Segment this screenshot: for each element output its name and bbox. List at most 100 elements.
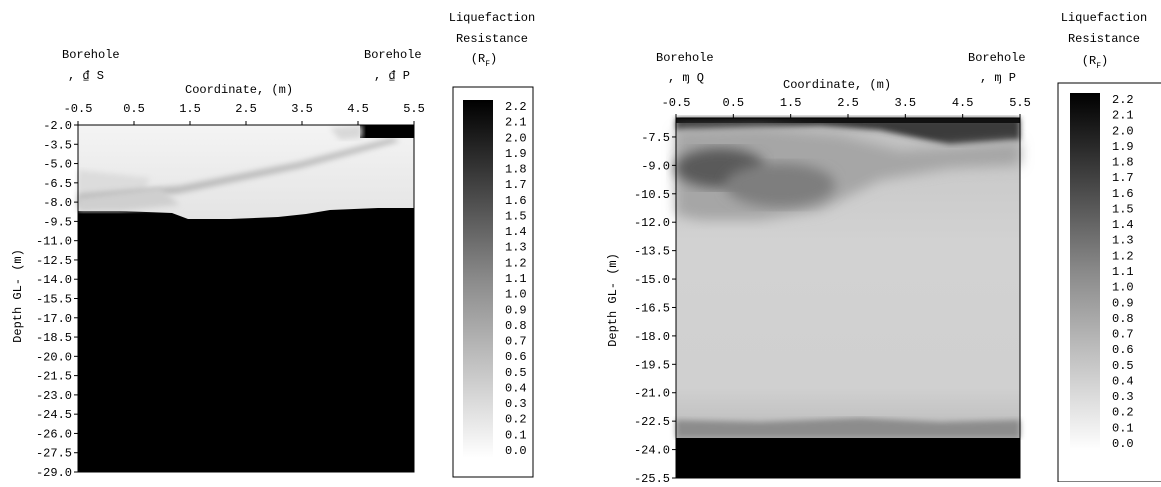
y-tick-label: -25.5 <box>634 472 670 482</box>
region-grey-lower-left <box>78 188 180 211</box>
region-transition-right <box>330 125 362 140</box>
x-tick-label: 3.5 <box>895 96 917 110</box>
colorbar-tick-label: 1.6 <box>1112 187 1134 201</box>
colorbar-frame <box>452 86 534 478</box>
colorbar-tick-label: 0.3 <box>1112 390 1134 404</box>
colorbar-tick-label: 0.4 <box>505 381 527 395</box>
colorbar-ticks: 2.22.12.01.91.81.71.61.51.41.31.21.11.00… <box>1112 93 1134 451</box>
colorbar-tick-label: 1.0 <box>505 288 527 302</box>
colorbar-tick-label: 1.7 <box>505 178 527 192</box>
colorbar-tick-label: 0.1 <box>505 428 527 442</box>
colorbar-tick-label: 0.7 <box>1112 328 1134 342</box>
y-tick-label: -10.5 <box>634 188 670 202</box>
y-tick-label: -12.0 <box>634 216 670 230</box>
colorbar-tick-label: 0.5 <box>1112 359 1134 373</box>
colorbar-tick-label: 0.9 <box>505 303 527 317</box>
colorbar-tick-label: 2.0 <box>1112 124 1134 138</box>
colorbar-tick-label: 2.2 <box>505 100 527 114</box>
colorbar-gradient <box>463 100 493 458</box>
colorbar-tick-label: 0.6 <box>1112 343 1134 357</box>
borehole-left-id: , ɱ Q <box>668 71 704 85</box>
y-tick-label: -23.0 <box>36 389 72 403</box>
colorbar-tick-label: 1.1 <box>505 272 527 286</box>
x-tick-label: 5.5 <box>403 102 425 116</box>
y-tick-label: -8.0 <box>43 196 72 210</box>
colorbar-tick-label: 0.0 <box>505 444 527 458</box>
colorbar-tick-label: 1.6 <box>505 194 527 208</box>
x-tick-label: 0.5 <box>123 102 145 116</box>
axes: -0.5 0.5 1.5 2.5 3.5 4.5 5.5 -7.5 -9.0 -10.5 -12.0… <box>634 96 1031 486</box>
x-tick-label: -0.5 <box>662 96 691 110</box>
y-tick-label: -22.5 <box>634 415 670 429</box>
y-tick-label: -5.0 <box>43 158 72 172</box>
colorbar-tick-label: 0.5 <box>505 366 527 380</box>
y-tick-label: -21.0 <box>634 387 670 401</box>
y-tick-label: -20.0 <box>36 350 72 364</box>
y-tick-label: -14.0 <box>36 273 72 287</box>
colorbar-tick-label: 0.7 <box>505 335 527 349</box>
colorbar-title-line2: Resistance <box>1068 32 1140 46</box>
y-tick-label: -9.5 <box>43 215 72 229</box>
colorbar-title-line1: Liquefaction <box>449 11 535 25</box>
borehole-left-id: , ₫ S <box>68 69 104 83</box>
x-axis-label: Coordinate, (m) <box>185 83 293 97</box>
colorbar-tick-label: 0.9 <box>1112 296 1134 310</box>
colorbar-tick-label: 1.2 <box>505 256 527 270</box>
colorbar-symbol: (RF) <box>1082 54 1108 71</box>
y-tick-label: -3.5 <box>43 138 72 152</box>
y-axis-label: Depth GL- (m) <box>11 249 25 343</box>
region-dense-bottom <box>676 438 1020 478</box>
borehole-right-title: Borehole <box>364 48 422 62</box>
colorbar-tick-label: 1.9 <box>1112 140 1134 154</box>
x-tick-label: -0.5 <box>64 102 93 116</box>
colorbar-tick-label: 0.2 <box>505 413 527 427</box>
x-tick-label: 2.5 <box>235 102 257 116</box>
panel-2: Borehole , ɱ Q Borehole , ɱ P Coordinate… <box>606 11 1161 486</box>
colorbar-tick-label: 2.0 <box>505 131 527 145</box>
y-tick-label: -13.5 <box>634 245 670 259</box>
borehole-left-title: Borehole <box>656 51 714 65</box>
region-lower-transition <box>676 418 1020 438</box>
y-tick-label: -29.0 <box>36 466 72 480</box>
borehole-right-title: Borehole <box>968 51 1026 65</box>
colorbar-tick-label: 1.7 <box>1112 171 1134 185</box>
region-dark-blob-2 <box>725 163 835 207</box>
colorbar-tick-label: 1.8 <box>1112 156 1134 170</box>
x-tick-label: 2.5 <box>837 96 859 110</box>
colorbar-tick-label: 1.0 <box>1112 281 1134 295</box>
y-tick-label: -24.5 <box>36 408 72 422</box>
colorbar-tick-label: 1.3 <box>505 241 527 255</box>
y-tick-label: -26.0 <box>36 427 72 441</box>
y-tick-label: -18.5 <box>36 331 72 345</box>
x-tick-label: 5.5 <box>1009 96 1031 110</box>
borehole-right-id: , ₫ P <box>374 69 410 83</box>
colorbar-tick-label: 1.9 <box>505 147 527 161</box>
colorbar-tick-label: 0.2 <box>1112 406 1134 420</box>
y-tick-label: -6.5 <box>43 177 72 191</box>
colorbar-tick-label: 2.1 <box>1112 109 1134 123</box>
plot-area <box>77 124 415 473</box>
y-tick-label: -15.5 <box>36 293 72 307</box>
y-tick-label: -15.0 <box>634 273 670 287</box>
x-tick-label: 3.5 <box>291 102 313 116</box>
y-tick-label: -16.5 <box>634 301 670 315</box>
region-top-strip <box>676 118 1020 145</box>
colorbar-tick-label: 0.1 <box>1112 421 1134 435</box>
y-tick-label: -24.0 <box>634 444 670 458</box>
region-top-edge <box>676 118 1020 123</box>
colorbar-tick-label: 1.3 <box>1112 234 1134 248</box>
colorbar-tick-label: 0.8 <box>505 319 527 333</box>
x-tick-label: 1.5 <box>179 102 201 116</box>
y-tick-label: -18.0 <box>634 330 670 344</box>
y-tick-label: -9.0 <box>641 159 670 173</box>
colorbar-gradient <box>1070 93 1100 451</box>
colorbar-tick-label: 1.2 <box>1112 249 1134 263</box>
colorbar-tick-label: 2.1 <box>505 116 527 130</box>
colorbar-tick-label: 2.2 <box>1112 93 1134 107</box>
x-axis-label: Coordinate, (m) <box>783 78 891 92</box>
colorbar-title-line2: Resistance <box>456 32 528 46</box>
borehole-right-id: , ɱ P <box>980 71 1016 85</box>
y-tick-label: -11.0 <box>36 235 72 249</box>
y-tick-label: -21.5 <box>36 370 72 384</box>
